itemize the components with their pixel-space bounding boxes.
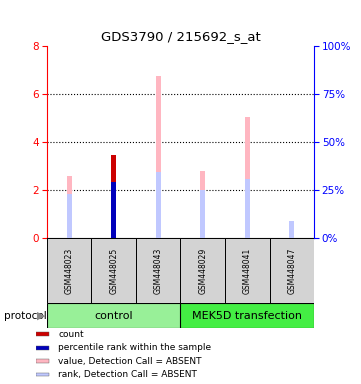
Text: GDS3790 / 215692_s_at: GDS3790 / 215692_s_at [101, 30, 260, 43]
Bar [111, 155, 116, 238]
Bar [270, 238, 314, 303]
Text: GSM448025: GSM448025 [109, 248, 118, 294]
Bar [47, 238, 91, 303]
Bar [200, 171, 205, 238]
Bar [36, 373, 49, 376]
Bar [245, 117, 250, 238]
Text: ▶: ▶ [37, 311, 46, 321]
Text: rank, Detection Call = ABSENT: rank, Detection Call = ABSENT [58, 370, 197, 379]
Text: GSM448047: GSM448047 [287, 248, 296, 294]
Bar [36, 346, 49, 349]
Bar [200, 190, 205, 238]
Text: MEK5D transfection: MEK5D transfection [192, 311, 302, 321]
Text: count: count [58, 330, 84, 339]
Bar [289, 222, 295, 238]
Text: GSM448029: GSM448029 [198, 248, 207, 294]
Text: value, Detection Call = ABSENT: value, Detection Call = ABSENT [58, 357, 202, 366]
Bar [66, 194, 72, 238]
Bar [111, 182, 116, 238]
Bar [47, 303, 180, 328]
Text: control: control [95, 311, 133, 321]
Bar [111, 155, 116, 238]
Bar [36, 359, 49, 363]
Text: percentile rank within the sample: percentile rank within the sample [58, 343, 212, 352]
Bar [91, 238, 136, 303]
Text: GSM448041: GSM448041 [243, 248, 252, 294]
Bar [136, 238, 180, 303]
Bar [36, 333, 49, 336]
Bar [66, 176, 72, 238]
Text: protocol: protocol [4, 311, 46, 321]
Bar [245, 179, 250, 238]
Bar [180, 238, 225, 303]
Bar [180, 303, 314, 328]
Bar [156, 172, 161, 238]
Text: GSM448023: GSM448023 [65, 248, 74, 294]
Bar [156, 76, 161, 238]
Bar [225, 238, 270, 303]
Text: GSM448043: GSM448043 [154, 248, 163, 294]
Bar [289, 220, 295, 238]
